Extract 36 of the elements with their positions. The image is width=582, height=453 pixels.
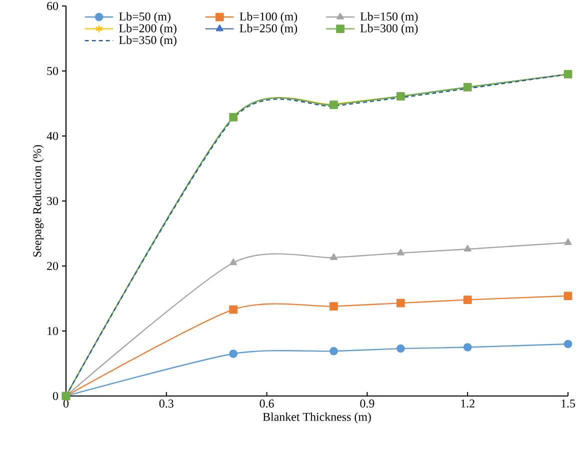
point [564, 340, 572, 348]
point [330, 253, 338, 260]
x-tick-label: 0.9 [360, 400, 374, 408]
legend-label: Lb=150 (m) [360, 12, 418, 23]
point [230, 258, 238, 266]
point [463, 343, 472, 352]
y-axis-title: Seepage Reduction (%) [32, 145, 44, 257]
legend-label: Lb=350 (m) [119, 36, 176, 47]
y-tick-label: 40 [46, 132, 58, 140]
legend-label: Lb=100 (m) [240, 12, 298, 23]
point [396, 344, 405, 353]
point [564, 292, 572, 300]
point [396, 248, 404, 256]
legend-label: Lb=200 (m) [119, 24, 176, 35]
point [396, 298, 405, 308]
y-tick-label: 0 [52, 392, 58, 400]
y-tick-label: 50 [47, 66, 58, 76]
y-tick-label: 30 [47, 196, 58, 206]
x-tick-label: 1.2 [461, 400, 474, 408]
point [330, 346, 338, 356]
x-tick-label: 0.6 [260, 400, 274, 408]
point [463, 296, 472, 304]
y-tick-label: 10 [48, 326, 58, 336]
point [564, 238, 572, 245]
legend-label: Lb=50 (m) [119, 12, 170, 23]
x-tick-label: 1.5 [562, 400, 576, 408]
y-tick-label: 20 [47, 262, 58, 270]
legend-label: Lb=250 (m) [240, 24, 298, 35]
legend-label: Lb=300 (m) [360, 24, 418, 35]
point [330, 302, 338, 310]
x-axis-title: Blanket Thickness (m) [262, 412, 371, 424]
x-tick-label: 0.3 [159, 400, 174, 408]
point [229, 305, 238, 314]
y-tick-label: 60 [47, 2, 58, 10]
point [229, 350, 238, 358]
point [464, 244, 472, 252]
